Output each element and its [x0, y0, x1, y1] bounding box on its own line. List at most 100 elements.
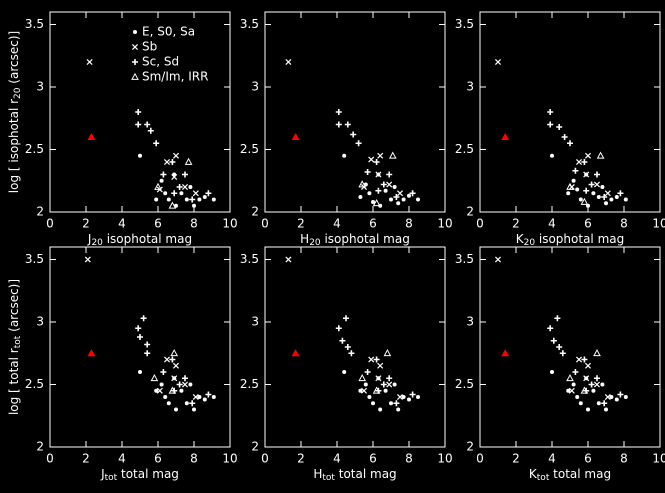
point — [87, 133, 96, 140]
legend-label: Sb — [142, 40, 157, 54]
x-axis-label-part: tot — [537, 473, 550, 483]
point — [163, 356, 171, 363]
point — [550, 337, 557, 344]
point — [182, 375, 188, 382]
x-tick-label: 2 — [512, 217, 520, 231]
point — [596, 401, 601, 406]
point — [364, 369, 371, 375]
point — [566, 388, 571, 393]
point — [594, 171, 600, 178]
point — [163, 395, 168, 399]
point — [344, 121, 351, 128]
point — [386, 381, 393, 388]
y-axis-label-part: log [ total r — [7, 348, 21, 415]
x-axis-label-part: isophotal mag — [103, 232, 192, 246]
point — [291, 349, 300, 357]
y-tick-label: 2.5 — [240, 142, 259, 156]
point — [372, 386, 381, 394]
point — [556, 124, 563, 130]
point — [571, 382, 576, 387]
point — [593, 381, 601, 388]
y-tick-label: 2 — [251, 440, 259, 454]
y-axis-label: log [ isophotal r20 (arcsec)] — [7, 31, 23, 193]
point — [373, 356, 380, 363]
point — [343, 315, 349, 322]
x-tick-label: 6 — [584, 452, 592, 466]
point — [501, 349, 510, 357]
plot-frame — [264, 246, 446, 448]
point — [171, 173, 178, 181]
point — [339, 337, 346, 344]
point — [358, 388, 363, 393]
point — [138, 153, 142, 158]
point — [583, 187, 590, 194]
point — [389, 197, 393, 202]
point — [572, 369, 579, 375]
x-axis-label-part: isophotal mag — [535, 232, 624, 246]
point — [355, 140, 362, 147]
y-tick-label: 2 — [466, 205, 474, 219]
point — [160, 369, 167, 375]
point — [396, 393, 404, 401]
x-tick-label: 0 — [476, 217, 484, 231]
point — [174, 407, 178, 412]
x-tick-label: 8 — [405, 217, 413, 231]
x-tick-label: 2 — [82, 452, 90, 466]
point — [604, 393, 611, 401]
point — [360, 387, 368, 394]
point — [368, 356, 375, 363]
point — [170, 348, 179, 357]
point — [572, 167, 579, 174]
x-axis-label-part: K — [529, 467, 538, 481]
x-tick-label: 0 — [261, 217, 269, 231]
x-axis-label-part: H — [313, 467, 322, 481]
point — [386, 375, 393, 382]
legend-symbol — [131, 43, 139, 51]
point — [344, 344, 351, 350]
point — [176, 381, 183, 388]
y-axis-label-part: (arcsec)] — [7, 31, 21, 88]
point — [601, 400, 608, 407]
x-tick-label: 6 — [584, 217, 592, 231]
x-tick-label: 0 — [476, 452, 484, 466]
point — [192, 407, 196, 412]
legend-symbol — [133, 30, 137, 34]
y-tick-label: 3 — [466, 80, 474, 94]
point — [348, 350, 355, 357]
point — [380, 181, 387, 188]
point — [184, 157, 193, 165]
point — [386, 171, 393, 178]
legend-label: E, S0, Sa — [142, 25, 195, 39]
point — [604, 201, 608, 206]
y-axis-label-part: tot — [13, 335, 23, 348]
point — [144, 350, 151, 357]
point — [138, 370, 142, 374]
point — [159, 178, 164, 183]
point — [604, 407, 608, 412]
y-tick-label: 3 — [36, 315, 44, 329]
x-axis-label-part: 20 — [91, 238, 103, 248]
point — [147, 127, 154, 134]
point — [184, 197, 189, 202]
point — [623, 395, 628, 399]
y-tick-label: 2.5 — [455, 377, 474, 391]
point — [135, 121, 142, 128]
x-tick-label: 2 — [512, 452, 520, 466]
point — [559, 350, 566, 357]
point — [401, 395, 406, 399]
point — [550, 370, 554, 374]
y-tick-label: 2 — [466, 440, 474, 454]
x-tick-label: 10 — [437, 217, 452, 231]
x-tick-label: 2 — [297, 452, 305, 466]
point — [593, 181, 601, 188]
point — [171, 375, 178, 382]
point — [153, 140, 160, 147]
x-axis-label-part: H — [300, 232, 309, 246]
point — [377, 152, 384, 159]
x-tick-label: 4 — [548, 452, 556, 466]
point — [547, 325, 554, 332]
plot-frame — [264, 11, 446, 213]
legend-label: Sm/Im, IRR — [142, 70, 208, 84]
point — [583, 171, 590, 178]
